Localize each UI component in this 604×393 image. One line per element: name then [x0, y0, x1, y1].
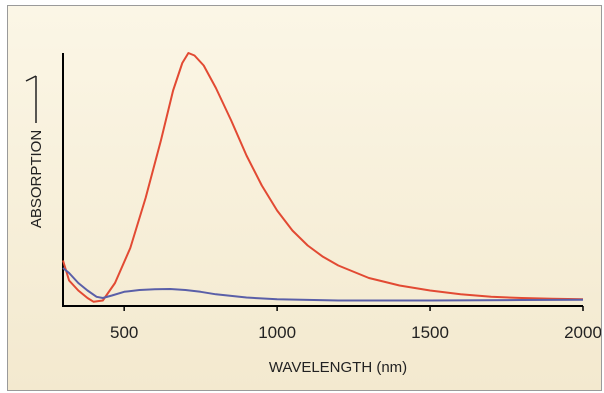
series-line-1	[62, 52, 584, 303]
chart-panel: 500 1000 1500 2000 WAVELENGTH (nm) ABSORPTI…	[7, 5, 602, 391]
y-axis-title-group: ABSORPTION	[25, 75, 45, 228]
y-axis-title: ABSORPTION	[28, 130, 45, 228]
series-line-2	[62, 267, 584, 302]
y-axis-title-arrowhead	[25, 75, 37, 82]
x-tick-label: 2000	[564, 323, 602, 342]
x-tick-label: 500	[110, 323, 138, 342]
absorption-chart: 500 1000 1500 2000 WAVELENGTH (nm) ABSORPTI…	[25, 52, 602, 376]
x-tick-label: 1000	[258, 323, 296, 342]
x-ticks: 500 1000 1500 2000	[110, 306, 602, 342]
x-axis-title: WAVELENGTH (nm)	[269, 359, 407, 376]
x-tick-label: 1500	[411, 323, 449, 342]
series-group	[62, 52, 584, 303]
